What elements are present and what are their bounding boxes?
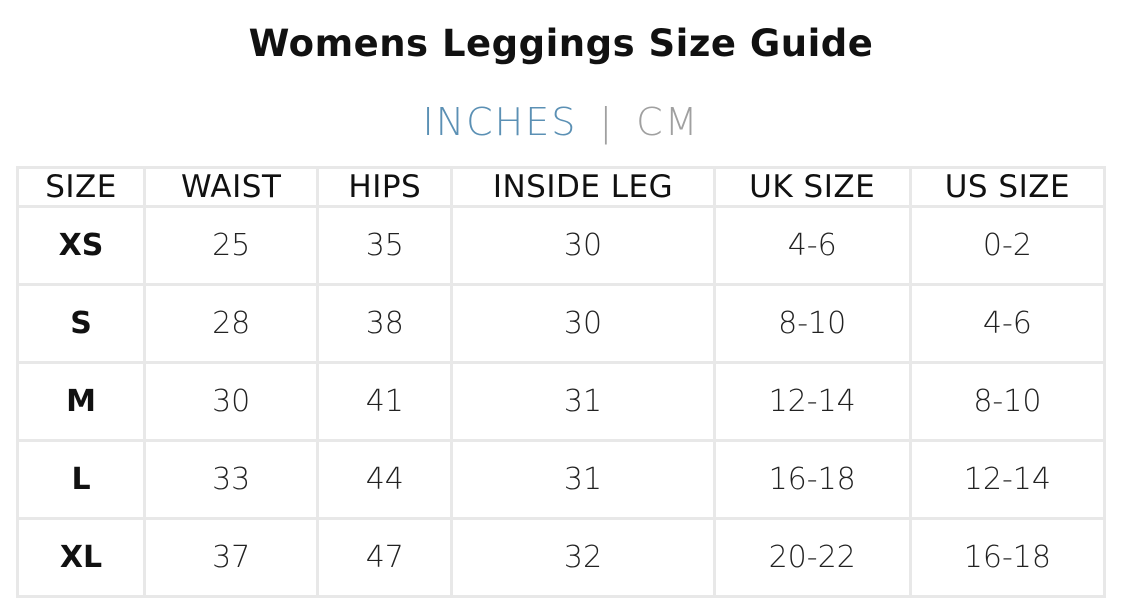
table-row: XS 25 35 30 4-6 0-2 <box>15 205 1107 286</box>
table-cell: 32 <box>450 517 716 598</box>
table-cell: 37 <box>143 517 320 598</box>
size-cell: M <box>15 361 147 442</box>
table-cell: 30 <box>143 361 320 442</box>
column-header: UK SIZE <box>712 166 912 208</box>
table-row: M 30 41 31 12-14 8-10 <box>15 361 1107 442</box>
table-cell: 0-2 <box>908 205 1107 286</box>
column-header: US SIZE <box>908 166 1107 208</box>
size-cell: L <box>15 439 147 520</box>
table-cell: 4-6 <box>712 205 912 286</box>
table-cell: 16-18 <box>908 517 1107 598</box>
size-cell: XS <box>15 205 147 286</box>
size-cell: S <box>15 283 147 364</box>
table-cell: 25 <box>143 205 320 286</box>
unit-switch: INCHES | CM <box>0 100 1122 144</box>
size-table: SIZE WAIST HIPS INSIDE LEG UK SIZE US SIZE XS… <box>15 166 1107 598</box>
table-cell: 35 <box>316 205 454 286</box>
column-header: WAIST <box>143 166 320 208</box>
unit-cm[interactable]: CM <box>636 100 700 144</box>
table-row: XL 37 47 32 20-22 16-18 <box>15 517 1107 598</box>
table-row: S 28 38 30 8-10 4-6 <box>15 283 1107 364</box>
table-cell: 38 <box>316 283 454 364</box>
column-header: SIZE <box>15 166 147 208</box>
table-cell: 30 <box>450 205 716 286</box>
size-cell: XL <box>15 517 147 598</box>
column-header: HIPS <box>316 166 454 208</box>
table-cell: 12-14 <box>712 361 912 442</box>
column-header: INSIDE LEG <box>450 166 716 208</box>
header-row: SIZE WAIST HIPS INSIDE LEG UK SIZE US SIZE <box>15 166 1107 208</box>
table-cell: 31 <box>450 439 716 520</box>
table-cell: 8-10 <box>908 361 1107 442</box>
table-row: L 33 44 31 16-18 12-14 <box>15 439 1107 520</box>
table-cell: 20-22 <box>712 517 912 598</box>
table-cell: 31 <box>450 361 716 442</box>
table-cell: 4-6 <box>908 283 1107 364</box>
table-cell: 47 <box>316 517 454 598</box>
table-cell: 8-10 <box>712 283 912 364</box>
table-cell: 28 <box>143 283 320 364</box>
table-cell: 44 <box>316 439 454 520</box>
table-cell: 30 <box>450 283 716 364</box>
table-cell: 16-18 <box>712 439 912 520</box>
table-cell: 41 <box>316 361 454 442</box>
separator: | <box>599 100 615 144</box>
unit-inches[interactable]: INCHES <box>422 100 578 144</box>
table-cell: 12-14 <box>908 439 1107 520</box>
title: Womens Leggings Size Guide <box>248 22 874 65</box>
table-cell: 33 <box>143 439 320 520</box>
